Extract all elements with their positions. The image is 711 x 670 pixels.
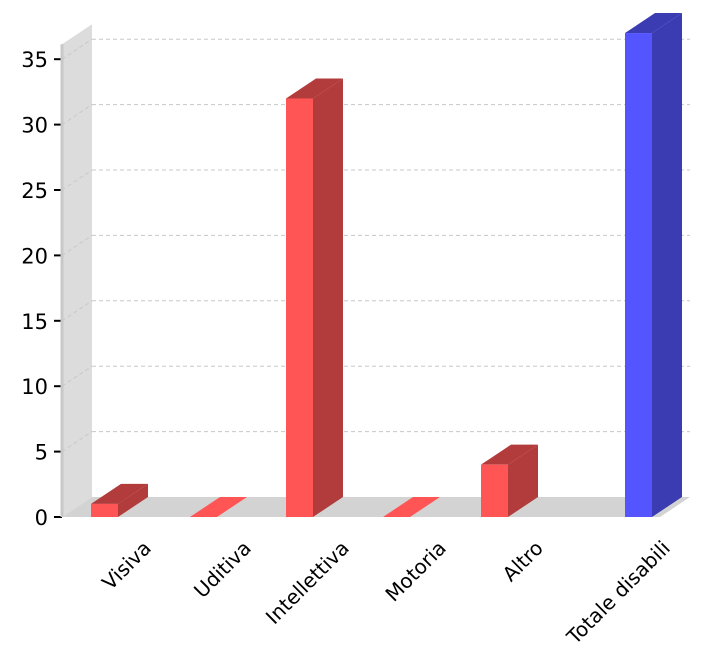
bar-front [91, 503, 118, 517]
x-category-label: Uditiva [189, 536, 256, 603]
x-category-label: Motoria [380, 536, 450, 606]
gridline-wall [61, 300, 93, 322]
y-tick-label: 20 [21, 244, 48, 268]
bar-side [118, 483, 148, 517]
y-tick-label: 35 [21, 48, 48, 72]
bar-front [286, 98, 313, 517]
bar-front [625, 33, 652, 517]
gridline-wall [61, 38, 93, 60]
bar-side [652, 13, 682, 517]
bar-visiva [91, 483, 148, 517]
y-tick-labels: 0 5 10 15 20 25 30 35 [21, 48, 48, 530]
y-tick-label: 10 [21, 375, 48, 399]
x-category-label: Totale disabili [561, 536, 675, 650]
side-wall [62, 24, 92, 517]
gridline-wall [61, 234, 93, 256]
bar-intellettiva [286, 78, 343, 517]
x-category-label: Altro [498, 536, 548, 586]
bar-top [481, 444, 538, 465]
gridline-wall [61, 169, 93, 191]
x-category-label: Visiva [97, 536, 156, 595]
bar-top [286, 78, 343, 99]
x-category-labels: Visiva Uditiva Intellettiva Motoria Altro Tot… [97, 536, 675, 650]
bar-top [625, 13, 682, 34]
bar-altro [481, 444, 538, 517]
gridline-wall [61, 431, 93, 453]
y-tick-label: 5 [35, 441, 48, 465]
bar-top [91, 483, 148, 504]
bar-side [508, 444, 538, 517]
gridline-wall [61, 104, 93, 126]
bar-side [313, 78, 343, 517]
gridlines [61, 38, 690, 453]
y-axis [54, 44, 64, 518]
y-tick-label: 15 [21, 310, 48, 334]
bar-uditiva [190, 497, 247, 517]
bar-totale-disabili [625, 13, 682, 517]
y-tick-label: 0 [35, 506, 48, 530]
bar-front [481, 464, 508, 517]
bars [91, 13, 682, 517]
chart-floor [62, 497, 690, 517]
floor [62, 497, 690, 517]
chart-wall [62, 24, 92, 517]
gridline-wall [61, 365, 93, 387]
bar-motoria [383, 497, 440, 517]
x-category-label: Intellettiva [261, 536, 354, 629]
y-tick-label: 30 [21, 114, 48, 138]
y-tick-label: 25 [21, 179, 48, 203]
